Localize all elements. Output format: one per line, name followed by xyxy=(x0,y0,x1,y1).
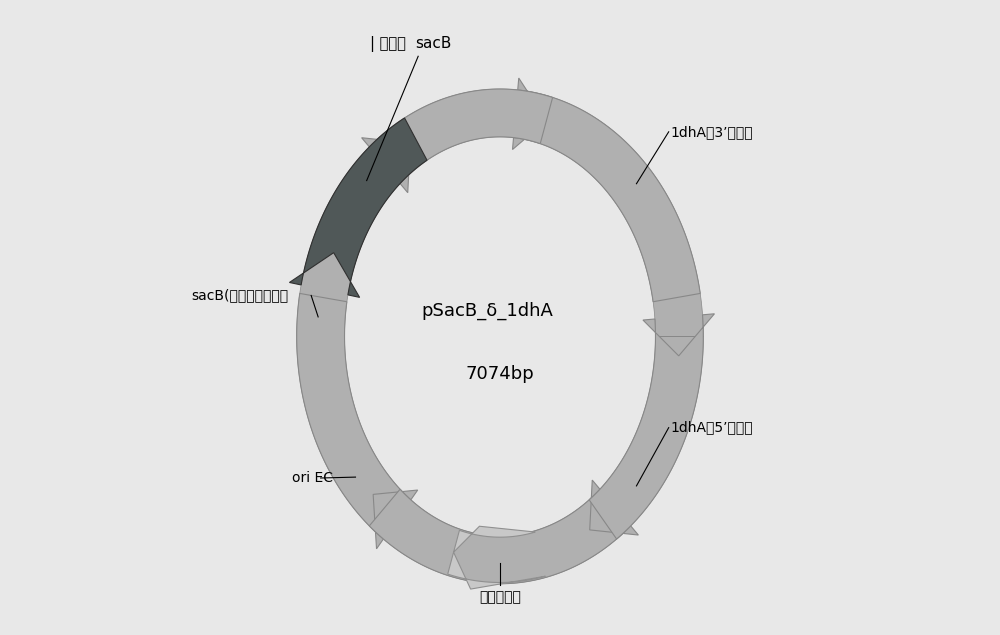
Text: sacB: sacB xyxy=(415,36,451,51)
Text: 1dhA的3’侧翼区: 1dhA的3’侧翼区 xyxy=(670,125,753,139)
Polygon shape xyxy=(297,293,418,549)
Polygon shape xyxy=(589,314,714,539)
Polygon shape xyxy=(513,78,700,302)
Polygon shape xyxy=(369,480,638,584)
Text: 1dhA的5’侧翼区: 1dhA的5’侧翼区 xyxy=(670,420,753,434)
Polygon shape xyxy=(448,526,545,589)
Text: 7074bp: 7074bp xyxy=(466,365,534,383)
Text: 氯霉素抗性: 氯霉素抗性 xyxy=(479,591,521,605)
Polygon shape xyxy=(297,89,703,584)
Text: sacB(枯草芽孢杆菌）: sacB(枯草芽孢杆菌） xyxy=(192,288,289,302)
Polygon shape xyxy=(362,89,553,192)
Text: ori EC: ori EC xyxy=(292,471,333,485)
Polygon shape xyxy=(289,118,427,297)
Text: pSacB_δ_1dhA: pSacB_δ_1dhA xyxy=(421,302,553,320)
Text: | 启动子: | 启动子 xyxy=(370,36,406,51)
